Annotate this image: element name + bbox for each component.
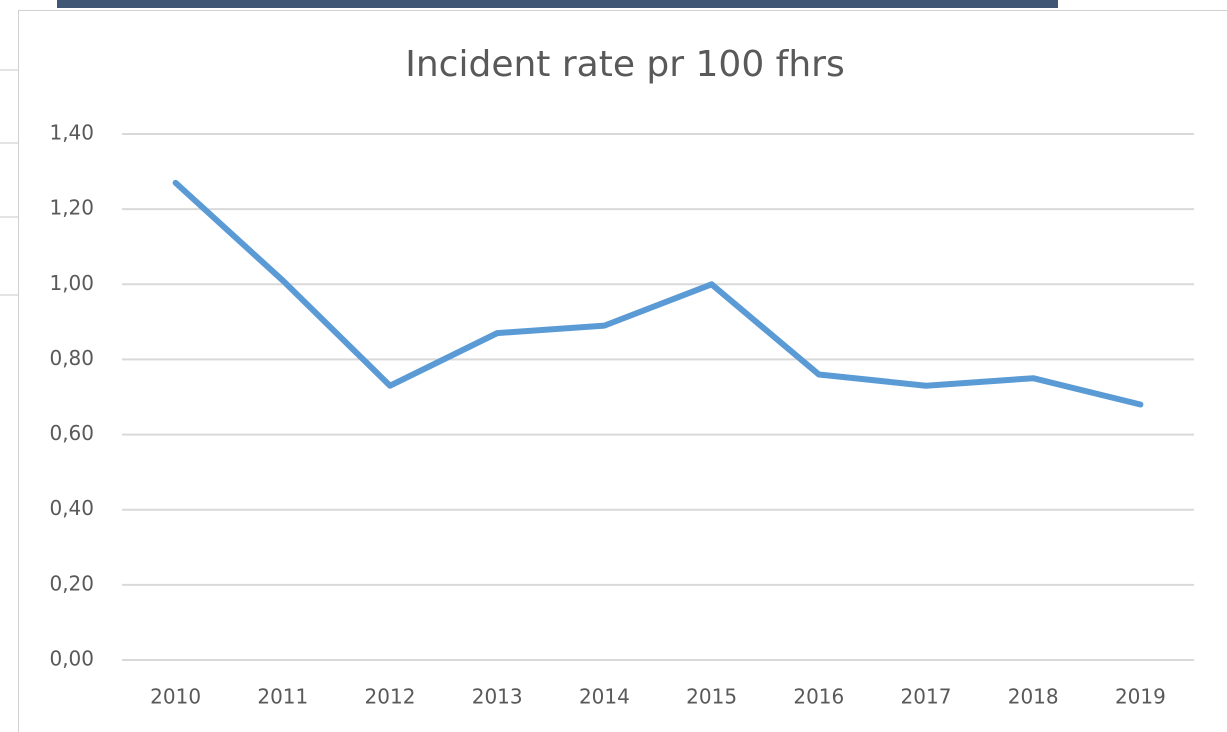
y-tick-label: 1,20 (49, 196, 94, 220)
y-tick-label: 1,40 (49, 121, 94, 145)
y-tick-label: 0,40 (49, 496, 94, 520)
x-tick-label: 2011 (257, 685, 308, 709)
x-tick-label: 2016 (793, 685, 844, 709)
y-tick-label: 0,00 (49, 647, 94, 671)
x-tick-label: 2017 (901, 685, 952, 709)
x-tick-label: 2014 (579, 685, 630, 709)
x-tick-label: 2013 (472, 685, 523, 709)
x-tick-label: 2012 (365, 685, 416, 709)
y-tick-label: 0,20 (49, 571, 94, 595)
y-tick-label: 0,60 (49, 421, 94, 445)
chart-frame (19, 11, 1227, 732)
x-tick-label: 2015 (686, 685, 737, 709)
x-tick-label: 2019 (1115, 685, 1166, 709)
y-tick-label: 0,80 (49, 346, 94, 370)
x-tick-label: 2018 (1008, 685, 1059, 709)
x-tick-label: 2010 (150, 685, 201, 709)
header-strip (57, 0, 1058, 8)
chart: Incident rate pr 100 fhrs 0,00 0,20 0,40 0,… (0, 0, 1227, 732)
y-tick-label: 1,00 (49, 271, 94, 295)
chart-title: Incident rate pr 100 fhrs (405, 44, 844, 85)
page: Incident rate pr 100 fhrs 0,00 0,20 0,40 0,… (0, 0, 1227, 732)
